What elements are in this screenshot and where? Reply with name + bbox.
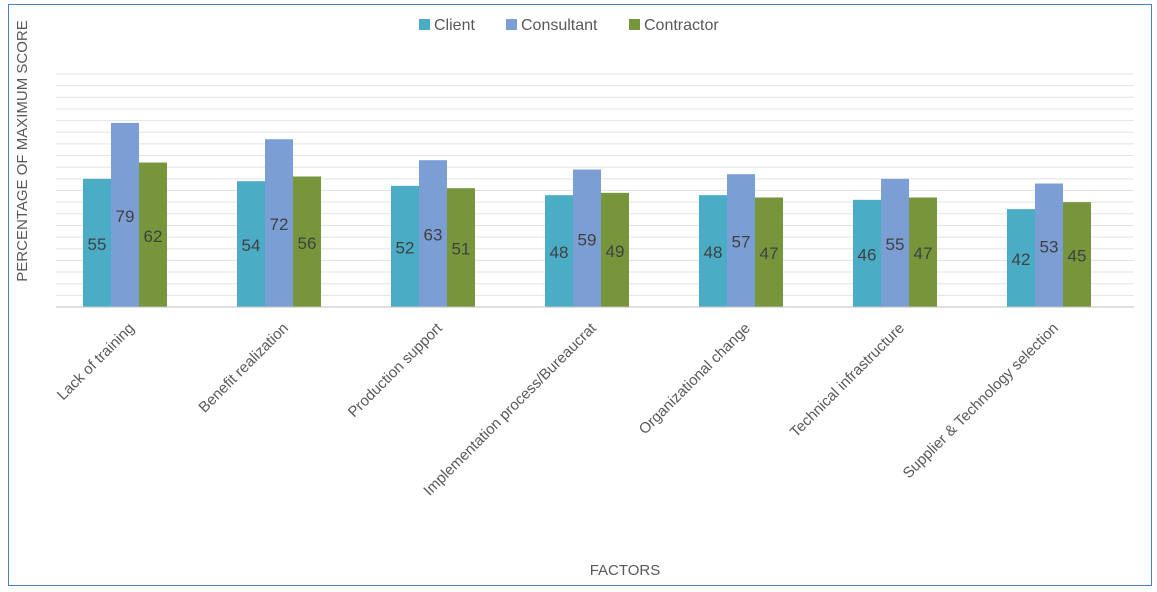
data-label: 62 xyxy=(144,227,163,246)
data-label: 45 xyxy=(1068,247,1087,266)
data-label: 48 xyxy=(704,243,723,262)
chart-frame: 55 79 62 54 72 56 52 63 51 48 59 49 48 57 47 46 55 47 42 53… xyxy=(8,4,1152,586)
data-label: 79 xyxy=(116,207,135,226)
bar-contractor xyxy=(909,197,937,307)
bar-contractor xyxy=(1063,202,1091,307)
x-axis-title: FACTORS xyxy=(590,562,661,579)
data-labels: 55 79 62 54 72 56 52 63 51 48 59 49 48 57 47 46 55 47 42 53… xyxy=(88,207,1087,269)
data-label: 63 xyxy=(424,226,443,245)
legend-label: Client xyxy=(434,17,475,34)
legend: Client Consultant Contractor xyxy=(419,17,719,34)
bar-contractor xyxy=(601,192,629,307)
data-label: 47 xyxy=(914,244,933,263)
bar-client xyxy=(853,199,881,307)
data-label: 72 xyxy=(270,215,289,234)
data-label: 53 xyxy=(1040,237,1059,256)
legend-swatch xyxy=(629,19,640,30)
gridlines xyxy=(56,73,1134,296)
data-label: 49 xyxy=(606,242,625,261)
data-label: 51 xyxy=(452,240,471,259)
legend-swatch xyxy=(419,19,430,30)
bar-contractor xyxy=(755,197,783,307)
bar-contractor xyxy=(139,162,167,307)
bar-client xyxy=(545,195,573,307)
bar-contractor xyxy=(293,176,321,307)
x-tick-label: Technical infrastructure xyxy=(787,320,908,441)
legend-label: Contractor xyxy=(644,17,719,34)
data-label: 55 xyxy=(88,235,107,254)
bar-client xyxy=(237,181,265,307)
bar-client xyxy=(391,185,419,307)
data-label: 47 xyxy=(760,244,779,263)
x-tick-label: Benefit realization xyxy=(195,320,291,416)
y-axis-title: PERCENTAGE OF MAXIMUM SCORE xyxy=(14,20,31,281)
bar-client xyxy=(699,195,727,307)
legend-label: Consultant xyxy=(521,17,598,34)
bar-client xyxy=(1007,209,1035,307)
data-label: 48 xyxy=(550,243,569,262)
data-label: 54 xyxy=(242,236,261,255)
data-label: 55 xyxy=(886,235,905,254)
bar-contractor xyxy=(447,188,475,307)
bar-consultant xyxy=(419,160,447,307)
bar-consultant xyxy=(727,174,755,307)
data-label: 46 xyxy=(858,245,877,264)
bar-chart: 55 79 62 54 72 56 52 63 51 48 59 49 48 57 47 46 55 47 42 53… xyxy=(14,17,1134,579)
x-tick-label: Organizational change xyxy=(636,320,754,438)
data-label: 42 xyxy=(1012,250,1031,269)
x-tick-label: Production support xyxy=(345,319,447,421)
bar-consultant xyxy=(881,178,909,307)
x-tick-label: Implementation process/Bureaucrat xyxy=(420,319,600,499)
bar-consultant xyxy=(111,122,139,308)
bar-consultant xyxy=(265,139,293,307)
legend-swatch xyxy=(506,19,517,30)
data-label: 57 xyxy=(732,233,751,252)
data-label: 56 xyxy=(298,234,317,253)
data-label: 59 xyxy=(578,230,597,249)
x-tick-labels: Lack of training Benefit realization Produ… xyxy=(54,319,1062,499)
data-label: 52 xyxy=(396,238,415,257)
bars xyxy=(83,122,1091,308)
x-tick-label: Lack of training xyxy=(54,320,138,404)
x-tick-label: Supplier & Technology selection xyxy=(900,320,1062,482)
bar-consultant xyxy=(1035,183,1063,307)
bar-consultant xyxy=(573,169,601,307)
bar-client xyxy=(83,178,111,307)
